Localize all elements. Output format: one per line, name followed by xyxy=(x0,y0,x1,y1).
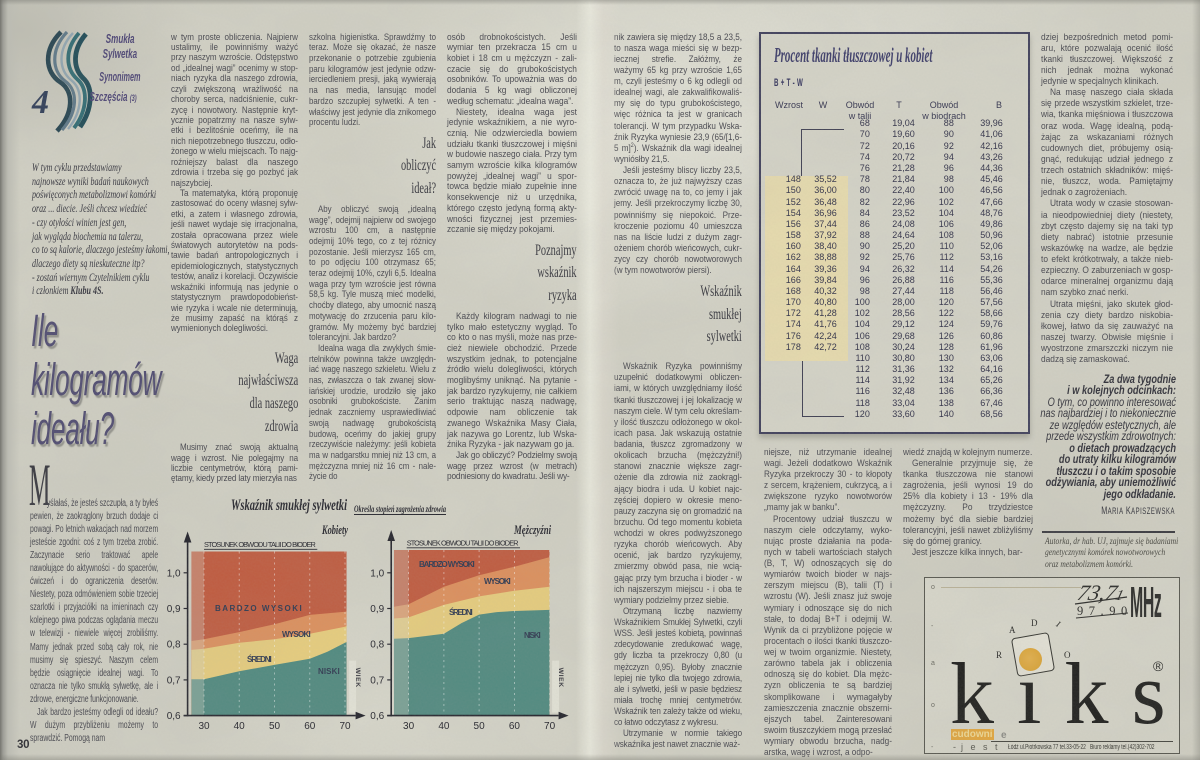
svg-text:WYSOKI: WYSOKI xyxy=(282,630,311,639)
svg-text:40: 40 xyxy=(438,721,450,732)
svg-text:WIEK: WIEK xyxy=(557,668,564,688)
svg-text:50: 50 xyxy=(269,721,281,732)
svg-text:0,8: 0,8 xyxy=(167,640,181,651)
svg-text:0,7: 0,7 xyxy=(167,675,181,686)
svg-text:WIEK: WIEK xyxy=(354,668,361,688)
svg-text:ŚREDNI: ŚREDNI xyxy=(247,655,272,664)
svg-text:Kobiety: Kobiety xyxy=(321,522,348,537)
svg-text:70: 70 xyxy=(544,721,556,732)
svg-text:STOSUNEK OBWODU TALII DO BIODE: STOSUNEK OBWODU TALII DO BIODER xyxy=(407,539,519,548)
svg-text:ŚREDNI: ŚREDNI xyxy=(449,608,473,617)
svg-text:70: 70 xyxy=(339,721,351,732)
svg-text:Określa stopień zagrożenia zdr: Określa stopień zagrożenia zdrowia xyxy=(354,505,446,515)
svg-text:BARDZO WYSOKI: BARDZO WYSOKI xyxy=(419,560,475,569)
svg-text:Wskaźnik smukłej sylwetki: Wskaźnik smukłej sylwetki xyxy=(231,497,347,514)
svg-text:30: 30 xyxy=(198,721,210,732)
svg-text:1,0: 1,0 xyxy=(167,568,181,579)
svg-text:STOSUNEK OBWODU TALII DO BIODE: STOSUNEK OBWODU TALII DO BIODER xyxy=(204,540,316,549)
svg-text:0,6: 0,6 xyxy=(167,711,181,722)
svg-text:40: 40 xyxy=(234,721,246,732)
svg-text:30: 30 xyxy=(403,721,415,732)
svg-text:0,8: 0,8 xyxy=(370,640,384,651)
svg-text:0,7: 0,7 xyxy=(370,675,384,686)
svg-text:Mężczyźni: Mężczyźni xyxy=(513,522,551,537)
svg-text:NISKI: NISKI xyxy=(524,631,541,640)
svg-text:0,6: 0,6 xyxy=(370,711,384,722)
svg-text:BARDZO WYSOKI: BARDZO WYSOKI xyxy=(215,604,302,613)
svg-text:0,9: 0,9 xyxy=(167,604,181,615)
svg-text:60: 60 xyxy=(509,721,521,732)
svg-text:WYSOKI: WYSOKI xyxy=(484,577,511,586)
svg-text:NISKI: NISKI xyxy=(318,667,340,676)
svg-text:0,9: 0,9 xyxy=(370,604,384,615)
svg-text:50: 50 xyxy=(474,721,486,732)
svg-text:1,0: 1,0 xyxy=(370,568,384,579)
svg-text:4: 4 xyxy=(31,84,49,121)
svg-text:60: 60 xyxy=(304,721,316,732)
